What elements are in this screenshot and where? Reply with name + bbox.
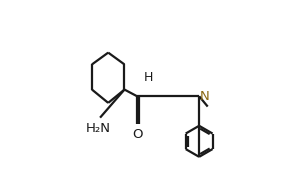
Text: N: N bbox=[200, 90, 210, 103]
Text: O: O bbox=[132, 128, 142, 141]
Text: H: H bbox=[143, 71, 153, 84]
Text: H₂N: H₂N bbox=[85, 122, 110, 135]
